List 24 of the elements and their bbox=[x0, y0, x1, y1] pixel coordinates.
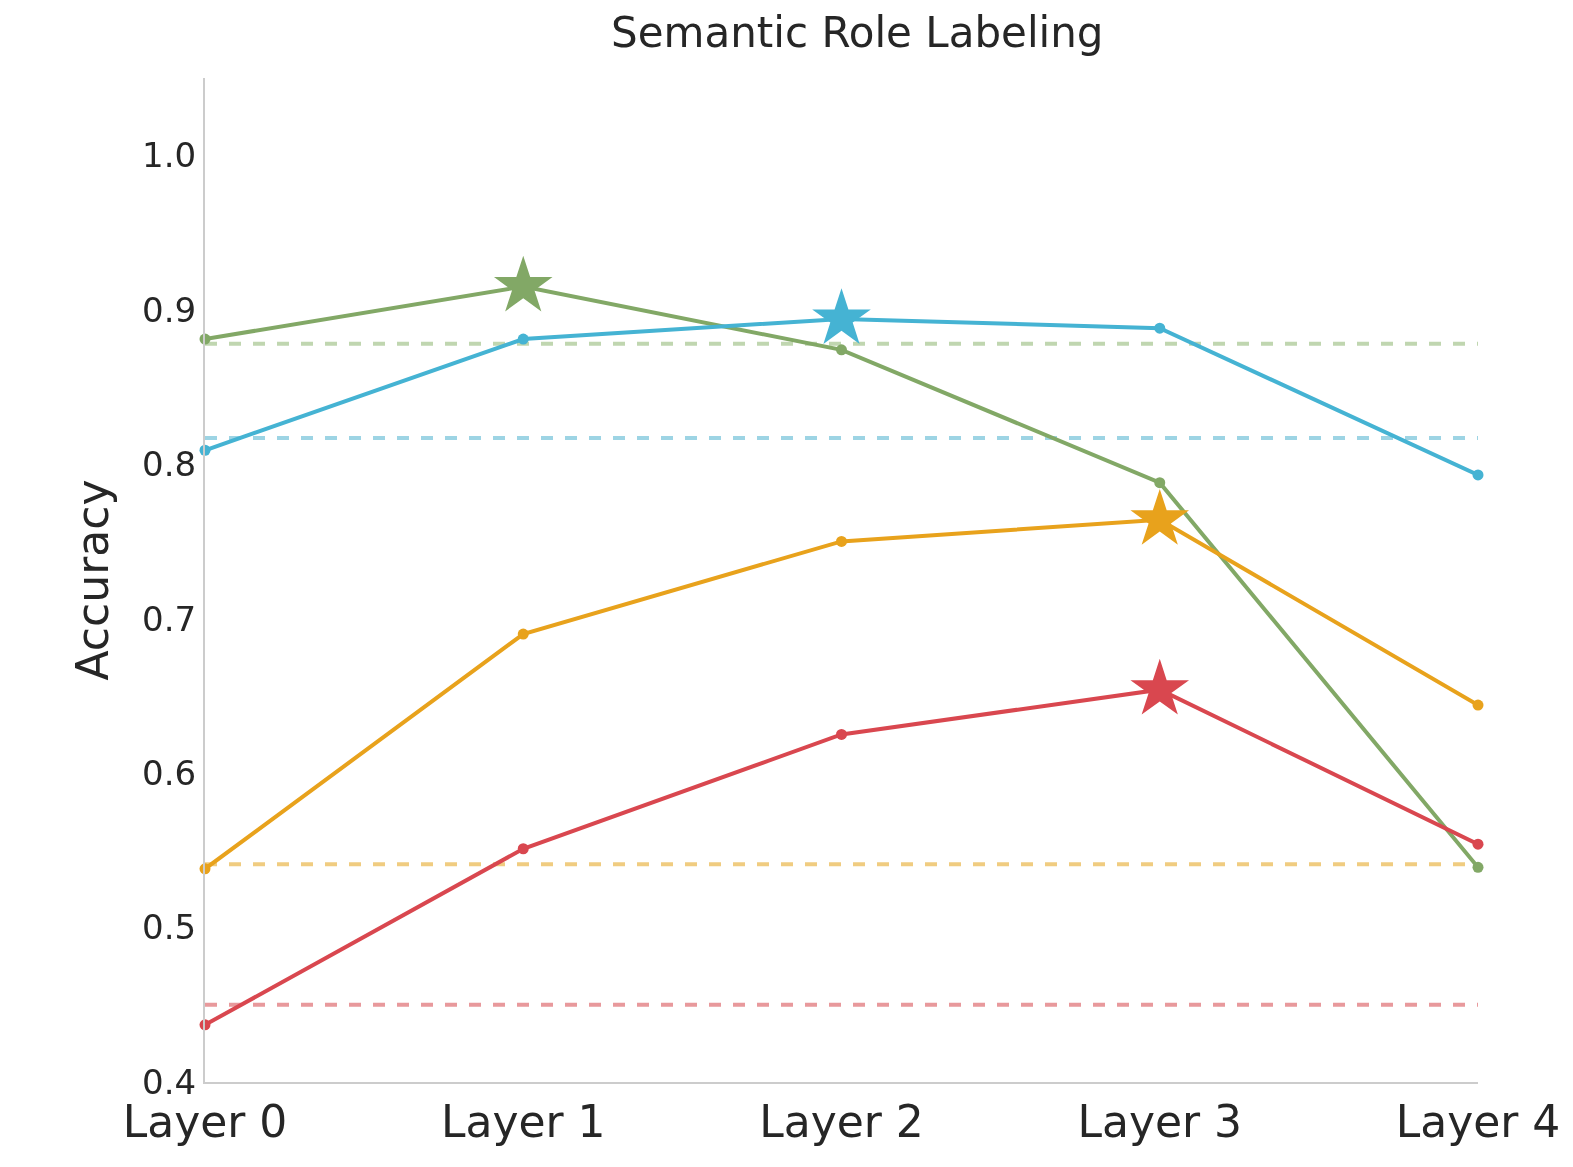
y-tick-label: 0.5 bbox=[142, 907, 197, 948]
point bbox=[517, 333, 529, 345]
x-tick-label: Layer 1 bbox=[440, 1095, 606, 1147]
point bbox=[1472, 838, 1484, 850]
point bbox=[517, 843, 529, 855]
point bbox=[836, 344, 847, 356]
y-tick-label: 0.8 bbox=[142, 444, 197, 485]
point bbox=[517, 628, 529, 640]
chart-title: Semantic Role Labeling bbox=[611, 7, 1104, 57]
y-tick-label: 0.7 bbox=[142, 598, 197, 639]
x-tick-label: Layer 3 bbox=[1077, 1095, 1243, 1147]
point bbox=[1472, 861, 1484, 873]
y-axis-title: Accuracy bbox=[66, 479, 118, 681]
y-tick-label: 0.6 bbox=[142, 752, 197, 793]
point bbox=[1472, 699, 1484, 711]
point bbox=[1154, 477, 1166, 489]
y-tick-label: 0.9 bbox=[142, 289, 197, 330]
point bbox=[1472, 469, 1484, 481]
x-tick-label: Layer 4 bbox=[1395, 1095, 1561, 1147]
point bbox=[836, 728, 847, 740]
y-tick-label: 1.0 bbox=[142, 135, 197, 176]
x-tick-label: Layer 2 bbox=[759, 1095, 924, 1147]
point bbox=[1154, 322, 1166, 334]
point bbox=[836, 535, 847, 547]
